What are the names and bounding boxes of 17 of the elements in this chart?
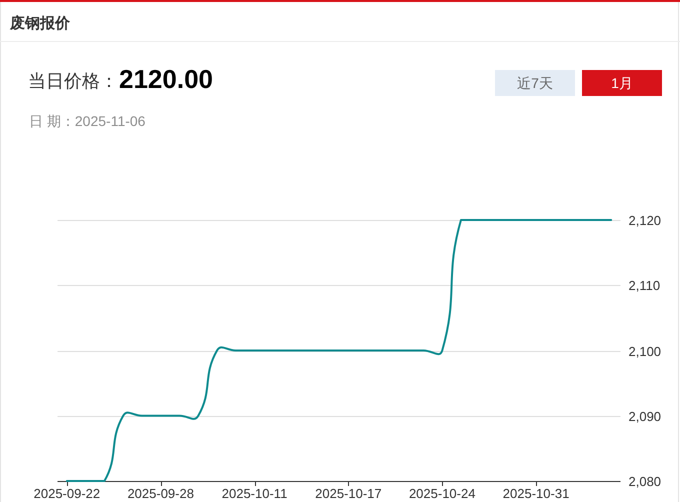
price-label: 当日价格： <box>28 71 118 91</box>
price-value: 2120.00 <box>119 64 213 94</box>
y-tick-label: 2,100 <box>628 344 662 359</box>
y-tick-label: 2,120 <box>628 213 662 228</box>
y-tick-label: 2,090 <box>628 409 662 424</box>
x-tick-label: 2025-10-11 <box>222 486 288 501</box>
x-tick-label: 2025-09-28 <box>127 486 194 501</box>
x-tick-label: 2025-10-31 <box>502 486 570 501</box>
title: 废钢报价 <box>10 15 70 32</box>
x-tick-label: 2025-09-22 <box>34 486 100 501</box>
date: 日 期：2025-11-06 <box>29 113 146 129</box>
y-tick-label: 2,080 <box>628 474 662 489</box>
button: 近7天 <box>495 70 575 96</box>
button: 1月 <box>582 70 662 96</box>
x-tick-label: 2025-10-24 <box>408 486 476 501</box>
x-tick-label: 2025-10-17 <box>315 486 382 501</box>
y-tick-label: 2,110 <box>628 278 660 293</box>
